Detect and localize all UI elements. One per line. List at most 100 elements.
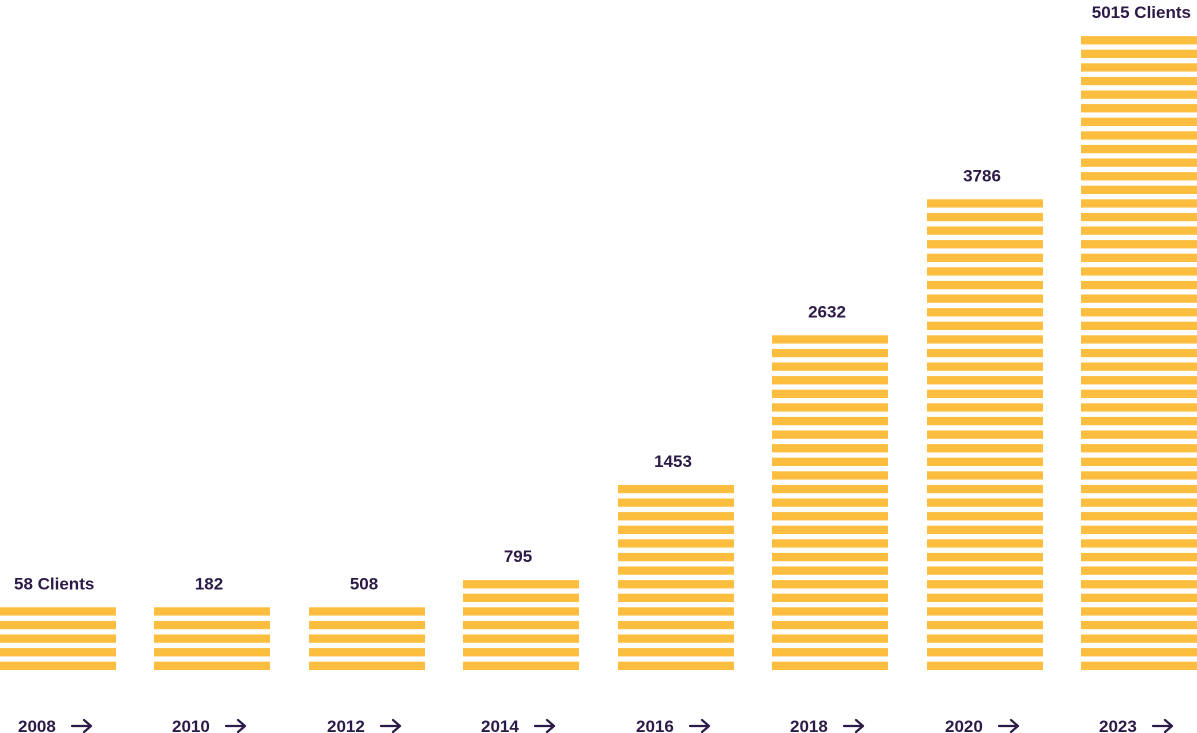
bar-stripe bbox=[1081, 172, 1197, 181]
bar-stripe bbox=[927, 199, 1043, 208]
year-label-2023: 2023 bbox=[1099, 717, 1174, 733]
bar-stripe bbox=[1081, 294, 1197, 303]
bar-stripe bbox=[927, 212, 1043, 222]
year-label-2016: 2016 bbox=[636, 717, 711, 733]
bar-stripe bbox=[772, 539, 888, 548]
bar-stripe bbox=[154, 620, 270, 630]
value-label-2018: 2632 bbox=[808, 302, 846, 321]
bar-stripe bbox=[927, 648, 1043, 657]
bar-stripe bbox=[772, 484, 888, 494]
year-label-2012: 2012 bbox=[327, 717, 402, 733]
bar-stripe bbox=[772, 580, 888, 589]
bar-stripe bbox=[1081, 498, 1197, 507]
bar-stripe bbox=[463, 620, 579, 630]
bar-stripe bbox=[1081, 144, 1197, 154]
bar-stripe bbox=[618, 661, 734, 670]
bar-stripe bbox=[927, 240, 1043, 249]
bar-stripe bbox=[772, 444, 888, 453]
bar-stripe bbox=[1081, 566, 1197, 575]
bar-stripe bbox=[927, 280, 1043, 290]
year-labels-group: 2008 2010 2012 2014 2016 2018 2020 2023 bbox=[18, 717, 1174, 733]
bar-stripe bbox=[927, 226, 1043, 235]
bar-stripe bbox=[309, 661, 425, 670]
value-labels-group: 58 Clients 182 508 795 1453 2632 3786 5015 Clie… bbox=[14, 3, 1191, 593]
bar-stripe bbox=[927, 634, 1043, 643]
bar-stripe bbox=[772, 498, 888, 507]
bar-stripe bbox=[618, 512, 734, 521]
bar-stripe bbox=[0, 648, 116, 657]
bar-stripe bbox=[1081, 661, 1197, 670]
bar-stripe bbox=[1081, 593, 1197, 602]
bar-stripe bbox=[1081, 539, 1197, 548]
bar-stripe bbox=[1081, 335, 1197, 344]
bar-stripe bbox=[618, 484, 734, 494]
bar-stripe bbox=[1081, 63, 1197, 72]
bar-stripe bbox=[927, 471, 1043, 480]
bar-stripe bbox=[927, 566, 1043, 575]
bar-stripe bbox=[1081, 484, 1197, 494]
bar-stripe bbox=[1081, 199, 1197, 208]
bar-stripe bbox=[1081, 253, 1197, 262]
bar-stripe bbox=[463, 607, 579, 616]
year-label-2020: 2020 bbox=[945, 717, 1020, 733]
year-text: 2023 bbox=[1099, 717, 1137, 733]
bar-stripe bbox=[927, 416, 1043, 426]
bar-stripe bbox=[927, 525, 1043, 534]
bar-stripe bbox=[1081, 648, 1197, 657]
bar-stripe bbox=[927, 484, 1043, 494]
bar-stripe bbox=[772, 552, 888, 562]
bar-stripe bbox=[772, 457, 888, 466]
bar-stripe bbox=[1081, 90, 1197, 99]
bar-stripe bbox=[0, 661, 116, 670]
bar-stripe bbox=[309, 607, 425, 616]
bar-stripe bbox=[1081, 362, 1197, 371]
bar-2018 bbox=[772, 335, 888, 670]
bar-stripe bbox=[1081, 430, 1197, 439]
bar-stripe bbox=[927, 457, 1043, 466]
bar-stripe bbox=[1081, 240, 1197, 249]
bar-stripe bbox=[1081, 620, 1197, 630]
year-text: 2016 bbox=[636, 717, 674, 733]
bar-stripe bbox=[1081, 36, 1197, 45]
year-label-2018: 2018 bbox=[790, 717, 865, 733]
bar-stripe bbox=[772, 416, 888, 426]
bar-stripe bbox=[1081, 212, 1197, 222]
bar-stripe bbox=[618, 607, 734, 616]
arrow-right-icon bbox=[70, 718, 93, 733]
bar-stripe bbox=[1081, 389, 1197, 398]
bar-stripe bbox=[1081, 457, 1197, 466]
bar-stripe bbox=[1081, 525, 1197, 534]
bar-2014 bbox=[463, 580, 579, 670]
bar-stripe bbox=[309, 634, 425, 643]
arrow-right-icon bbox=[842, 718, 865, 733]
bar-stripe bbox=[1081, 444, 1197, 453]
arrow-right-icon bbox=[997, 718, 1020, 733]
bar-stripe bbox=[618, 620, 734, 630]
bar-stripe bbox=[927, 430, 1043, 439]
bar-stripe bbox=[618, 525, 734, 534]
bar-stripe bbox=[463, 580, 579, 589]
bar-stripe bbox=[927, 348, 1043, 358]
bar-stripe bbox=[618, 648, 734, 657]
bar-stripe bbox=[618, 498, 734, 507]
value-label-2014: 795 bbox=[504, 547, 532, 566]
value-label-2010: 182 bbox=[195, 574, 223, 593]
bar-stripe bbox=[618, 566, 734, 575]
bar-stripe bbox=[1081, 131, 1197, 140]
bar-stripe bbox=[927, 661, 1043, 670]
year-text: 2008 bbox=[18, 717, 56, 733]
bar-stripe bbox=[772, 335, 888, 344]
bar-2016 bbox=[618, 484, 734, 670]
bar-stripe bbox=[927, 512, 1043, 521]
bar-stripe bbox=[618, 593, 734, 602]
bar-stripe bbox=[927, 403, 1043, 412]
bar-stripe bbox=[463, 661, 579, 670]
bar-stripe bbox=[1081, 49, 1197, 58]
bar-stripe bbox=[1081, 321, 1197, 330]
bar-stripe bbox=[772, 403, 888, 412]
bar-stripe bbox=[1081, 403, 1197, 412]
arrow-right-icon bbox=[533, 718, 556, 733]
bar-stripe bbox=[772, 362, 888, 371]
bar-stripe bbox=[772, 634, 888, 643]
